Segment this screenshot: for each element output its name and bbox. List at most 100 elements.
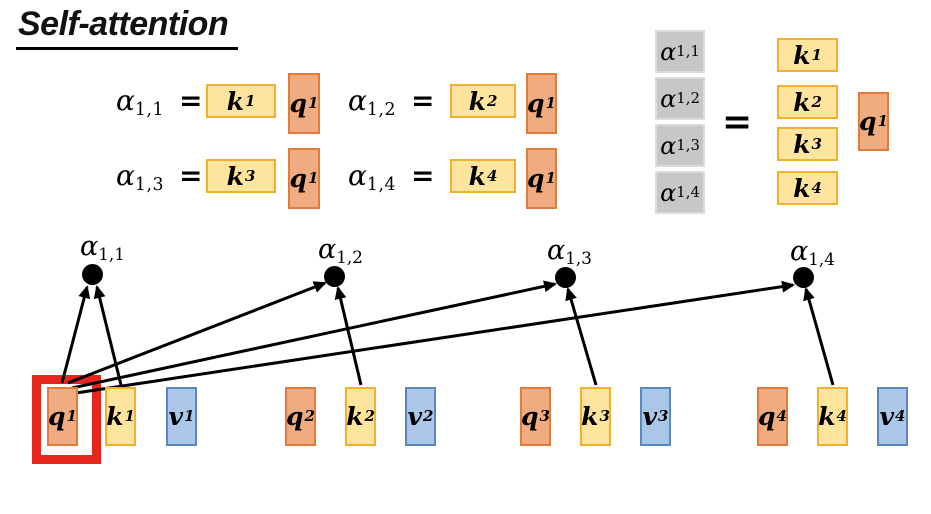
equation-lhs-a12: α1,2 = <box>348 84 435 120</box>
k-symbol: k <box>106 402 124 431</box>
v-superscript: 1 <box>184 407 195 425</box>
k-superscript: 2 <box>364 407 375 425</box>
attention-node-dot <box>324 266 345 287</box>
alpha-symbol: α <box>790 236 809 267</box>
alpha-symbol: α <box>116 159 135 192</box>
alpha-symbol: α <box>660 131 677 160</box>
node-label-a13: α1,3 <box>547 235 592 268</box>
arrow-k3-to-a13 <box>565 287 598 386</box>
k-symbol: k <box>581 402 599 431</box>
node-label-a11: α1,1 <box>80 231 125 264</box>
arrow-k4-to-a14 <box>803 287 835 386</box>
k-superscript: 4 <box>486 166 498 185</box>
v-symbol: v <box>168 402 184 431</box>
q-symbol: q <box>527 164 545 193</box>
alpha-subscript: 1,3 <box>134 175 165 196</box>
alpha-subscript: 1,1 <box>676 42 700 61</box>
arrow-q1-to-a11 <box>60 285 91 384</box>
v-superscript: 4 <box>895 407 906 425</box>
alpha-subscript: 1,4 <box>808 249 835 270</box>
alpha12-vector-box: α 1,2 <box>655 77 705 120</box>
alpha-subscript: 1,2 <box>336 247 363 268</box>
v-symbol: v <box>407 402 423 431</box>
alpha-symbol: α <box>318 234 337 265</box>
k-superscript: 1 <box>811 45 822 64</box>
matrix-equals-sign: = <box>722 101 753 143</box>
q-symbol: q <box>527 89 545 118</box>
q-superscript: 1 <box>545 94 556 112</box>
alpha-subscript: 1,1 <box>98 244 125 265</box>
arrow-k1-to-a11 <box>93 285 123 386</box>
node-label-a14: α1,4 <box>790 236 835 269</box>
alpha11-vector-box: α 1,1 <box>655 30 705 73</box>
k-symbol: k <box>468 161 486 191</box>
k-superscript: 4 <box>836 407 847 425</box>
alpha-symbol: α <box>348 159 367 192</box>
q-superscript: 1 <box>545 169 556 187</box>
k-symbol: k <box>226 161 244 191</box>
k-superscript: 3 <box>599 407 610 425</box>
q-superscript: 2 <box>304 407 315 425</box>
k-symbol: k <box>793 173 811 203</box>
q-superscript: 3 <box>539 407 550 425</box>
arrow-k2-to-a12 <box>334 286 363 386</box>
q-symbol: q <box>758 402 776 431</box>
k-symbol: k <box>793 87 811 117</box>
q-symbol: q <box>286 402 304 431</box>
equation-lhs-a11: α1,1 = <box>116 84 203 120</box>
k-symbol: k <box>468 86 486 116</box>
alpha-symbol: α <box>660 178 677 207</box>
v-symbol: v <box>642 402 658 431</box>
equals-sign: = <box>411 84 435 117</box>
equation-lhs-a13: α1,3 = <box>116 159 203 195</box>
alpha-symbol: α <box>80 231 99 262</box>
k-superscript: 4 <box>811 178 822 197</box>
attention-node-dot <box>82 264 103 285</box>
q-symbol: q <box>48 402 66 431</box>
arrow-q1-to-a14 <box>75 280 795 395</box>
q-symbol: q <box>521 402 539 431</box>
alpha-subscript: 1,4 <box>366 175 397 196</box>
arrow-q1-to-a12 <box>67 281 327 385</box>
alpha-symbol: α <box>116 84 135 117</box>
alpha-symbol: α <box>660 37 677 66</box>
alpha13-vector-box: α 1,3 <box>655 124 705 167</box>
k-symbol: k <box>346 402 364 431</box>
alpha-symbol: α <box>660 84 677 113</box>
k-symbol: k <box>818 402 836 431</box>
attention-node-dot <box>555 267 576 288</box>
v-symbol: v <box>879 402 895 431</box>
alpha-symbol: α <box>547 235 566 266</box>
equals-sign: = <box>411 159 435 192</box>
q-superscript: 1 <box>66 407 77 425</box>
q-superscript: 1 <box>308 94 319 112</box>
page-title: Self-attention <box>16 5 239 50</box>
q-superscript: 4 <box>776 407 787 425</box>
k-symbol: k <box>226 86 244 116</box>
arrow-q1-to-a13 <box>71 280 557 390</box>
alpha-subscript: 1,3 <box>676 136 700 155</box>
k-symbol: k <box>793 40 811 70</box>
node-label-a12: α1,2 <box>318 234 363 267</box>
